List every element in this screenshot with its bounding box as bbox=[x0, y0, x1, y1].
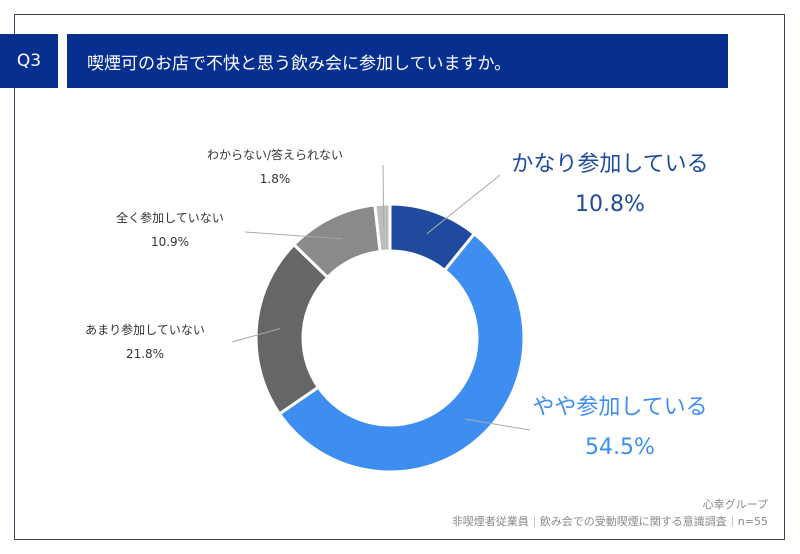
slice-label: 全く参加していない bbox=[116, 211, 224, 225]
chart-frame bbox=[14, 14, 785, 540]
slice-value: 10.9% bbox=[150, 235, 190, 249]
label-slice-0: かなり参加している 10.8% bbox=[490, 145, 730, 225]
slice-value: 54.5% bbox=[585, 435, 655, 460]
label-slice-4: わからない/答えられない 1.8% bbox=[175, 143, 375, 191]
label-slice-3: 全く参加していない 10.9% bbox=[80, 206, 260, 254]
slice-value: 1.8% bbox=[259, 172, 291, 186]
leader-line-1 bbox=[464, 418, 531, 431]
leader-line-0 bbox=[426, 174, 501, 235]
leader-line-4 bbox=[382, 164, 385, 228]
footer-org: 心幸グループ bbox=[702, 498, 768, 511]
slice-value: 21.8% bbox=[125, 347, 165, 361]
donut-slice-1 bbox=[277, 231, 526, 474]
donut-slice-4 bbox=[373, 202, 392, 254]
slice-label: わからない/答えられない bbox=[206, 148, 344, 162]
slice-value: 10.8% bbox=[575, 192, 645, 217]
slice-label: かなり参加している bbox=[511, 152, 709, 177]
question-number: Q3 bbox=[0, 34, 58, 88]
leader-line-2 bbox=[231, 328, 281, 343]
label-slice-2: あまり参加していない 21.8% bbox=[50, 318, 240, 366]
question-title: 喫煙可のお店で不快と思う飲み会に参加していますか。 bbox=[67, 34, 728, 88]
footer-source: 非喫煙者従業員｜飲み会での受動喫煙に関する意識調査｜n=55 bbox=[451, 515, 768, 528]
label-slice-1: やや参加している 54.5% bbox=[500, 388, 740, 468]
slice-label: あまり参加していない bbox=[85, 323, 205, 337]
leader-line-3 bbox=[244, 231, 342, 240]
slice-label: やや参加している bbox=[532, 395, 708, 420]
donut-slice-2 bbox=[254, 242, 330, 416]
